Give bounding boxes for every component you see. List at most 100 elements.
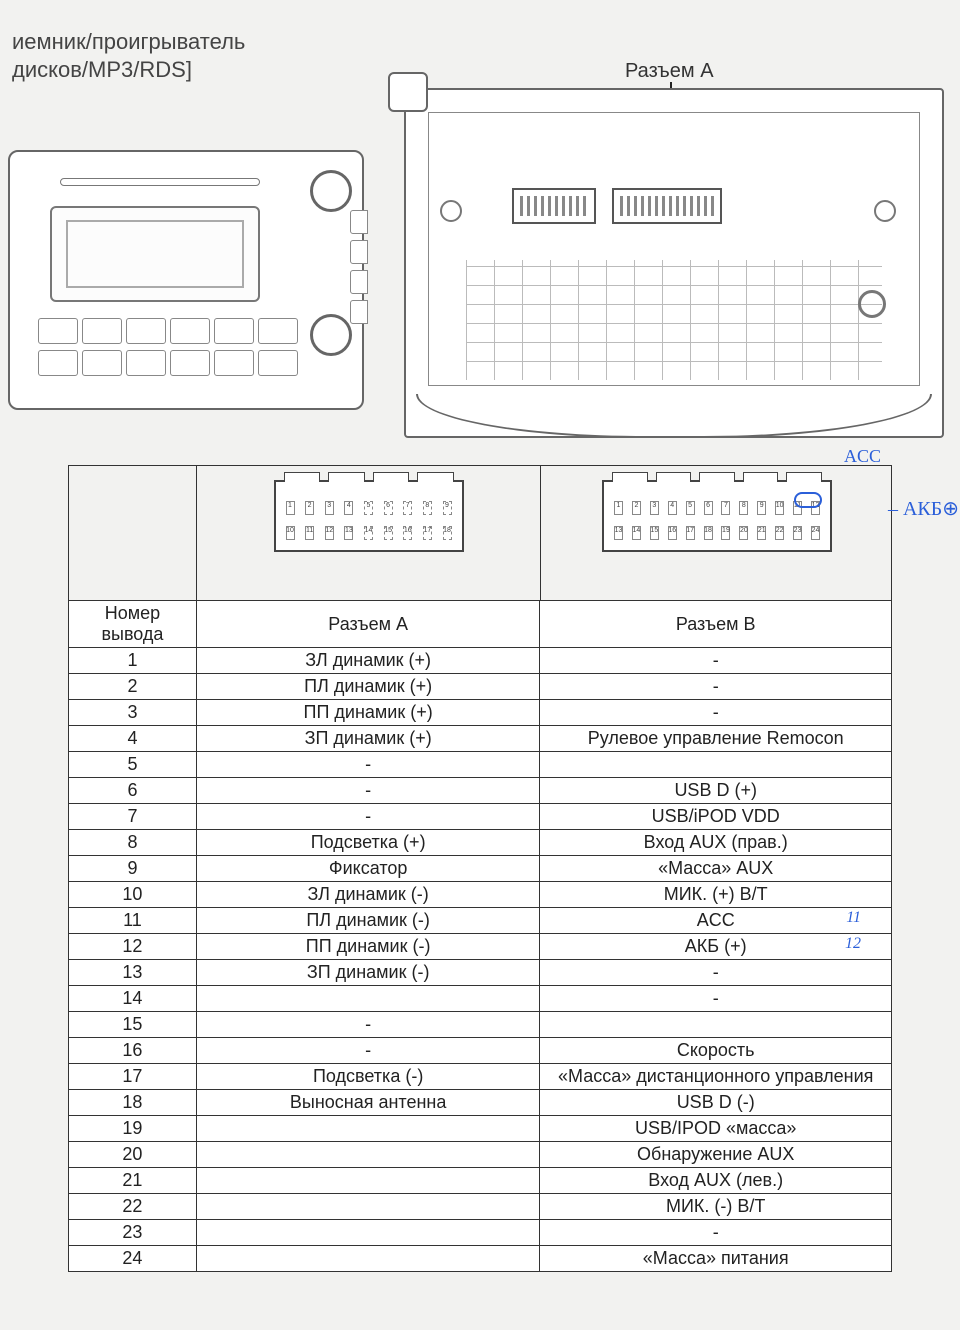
table-row: 20 Обнаружение AUX xyxy=(69,1142,892,1168)
table-row: 4ЗП динамик (+)Рулевое управление Remoco… xyxy=(69,726,892,752)
label-connector-a: Разъем A xyxy=(625,60,714,83)
cell-pin: 4 xyxy=(69,726,197,752)
cell-pin: 11 xyxy=(69,908,197,934)
table-row: 17Подсветка (-)«Масса» дистанционного уп… xyxy=(69,1064,892,1090)
table-row: 11ПЛ динамик (-)ACC11 xyxy=(69,908,892,934)
table-row: 22 МИК. (-) B/T xyxy=(69,1194,892,1220)
cell-pin: 21 xyxy=(69,1168,197,1194)
pin-number: 9 xyxy=(757,501,766,515)
cell-connector-a xyxy=(196,1116,540,1142)
cell-pin: 17 xyxy=(69,1064,197,1090)
cell-connector-a: - xyxy=(196,804,540,830)
title-line2: дисков/MP3/RDS] xyxy=(12,56,245,84)
pinout-section: 123456789 101112131415161718 ACC 1234567… xyxy=(68,465,892,1272)
connector-diagrams-row: 123456789 101112131415161718 ACC 1234567… xyxy=(68,465,892,600)
table-row: 23 - xyxy=(69,1220,892,1246)
pin-number: 10 xyxy=(286,526,295,540)
pinout-table: Номер вывода Разъем A Разъем B 1ЗЛ динам… xyxy=(68,600,892,1272)
cell-connector-a xyxy=(196,1246,540,1272)
th-a: Разъем A xyxy=(196,601,540,648)
pin-number: 7 xyxy=(403,501,412,515)
cell-pin: 9 xyxy=(69,856,197,882)
cell-pin: 1 xyxy=(69,648,197,674)
table-row: 14- xyxy=(69,986,892,1012)
cell-connector-b: Обнаружение AUX xyxy=(540,1142,892,1168)
pin-number: 1 xyxy=(614,501,623,515)
cell-connector-a xyxy=(196,1194,540,1220)
rear-connector-b xyxy=(512,188,596,224)
pin-number: 15 xyxy=(650,526,659,540)
table-row: 1ЗЛ динамик (+)- xyxy=(69,648,892,674)
pin-number: 3 xyxy=(325,501,334,515)
cell-connector-a: Подсветка (+) xyxy=(196,830,540,856)
cell-connector-b: - xyxy=(540,986,892,1012)
pin-number: 13 xyxy=(344,526,353,540)
table-row: 8Подсветка (+)Вход AUX (прав.) xyxy=(69,830,892,856)
cell-pin: 22 xyxy=(69,1194,197,1220)
cell-pin: 2 xyxy=(69,674,197,700)
cell-connector-a xyxy=(196,1220,540,1246)
cell-connector-b: - xyxy=(540,700,892,726)
cell-connector-b: Скорость xyxy=(540,1038,892,1064)
cell-pin: 20 xyxy=(69,1142,197,1168)
cell-pin: 7 xyxy=(69,804,197,830)
pin-number: 9 xyxy=(443,501,452,515)
cell-connector-a: ПЛ динамик (-) xyxy=(196,908,540,934)
table-row: 2ПЛ динамик (+)- xyxy=(69,674,892,700)
cell-connector-a: ПП динамик (+) xyxy=(196,700,540,726)
handwriting-acc: ACC xyxy=(844,446,881,467)
table-row: 10ЗЛ динамик (-)МИК. (+) B/T xyxy=(69,882,892,908)
pin-number: 6 xyxy=(704,501,713,515)
pin-number: 16 xyxy=(668,526,677,540)
pin-number: 14 xyxy=(364,526,373,540)
cell-pin: 3 xyxy=(69,700,197,726)
table-row: 7-USB/iPOD VDD xyxy=(69,804,892,830)
pin-number: 24 xyxy=(811,526,820,540)
mini-connector-a: 123456789 101112131415161718 xyxy=(197,466,541,600)
cell-connector-a xyxy=(196,1142,540,1168)
pin-number: 1 xyxy=(286,501,295,515)
radio-rear-diagram xyxy=(404,88,944,438)
table-row: 3ПП динамик (+)- xyxy=(69,700,892,726)
handwriting-circle xyxy=(794,492,822,508)
pin-number: 12 xyxy=(325,526,334,540)
radio-front-diagram xyxy=(8,150,364,410)
pin-number: 18 xyxy=(704,526,713,540)
cell-pin: 18 xyxy=(69,1090,197,1116)
table-row: 12ПП динамик (-)АКБ (+)12 xyxy=(69,934,892,960)
cell-connector-b: «Масса» дистанционного управления xyxy=(540,1064,892,1090)
cell-connector-a: - xyxy=(196,778,540,804)
cell-connector-b: - xyxy=(540,1220,892,1246)
mini-connector-b: ACC 123456789101112 13141516171819202122… xyxy=(541,466,893,600)
cell-connector-a: ЗЛ динамик (-) xyxy=(196,882,540,908)
cell-connector-b: USB D (+) xyxy=(540,778,892,804)
cell-connector-b: МИК. (-) B/T xyxy=(540,1194,892,1220)
cell-connector-b: Вход AUX (лев.) xyxy=(540,1168,892,1194)
cell-connector-b: - xyxy=(540,648,892,674)
cell-connector-a: - xyxy=(196,1038,540,1064)
cell-connector-a: Фиксатор xyxy=(196,856,540,882)
table-row: 16-Скорость xyxy=(69,1038,892,1064)
cell-connector-a: Подсветка (-) xyxy=(196,1064,540,1090)
pin-number: 16 xyxy=(403,526,412,540)
table-row: 6-USB D (+) xyxy=(69,778,892,804)
pin-number: 2 xyxy=(632,501,641,515)
cell-connector-a: ЗП динамик (-) xyxy=(196,960,540,986)
cell-connector-b: - xyxy=(540,674,892,700)
cell-connector-b: «Масса» питания xyxy=(540,1246,892,1272)
pin-number: 17 xyxy=(423,526,432,540)
cell-connector-b: Рулевое управление Remocon xyxy=(540,726,892,752)
cell-connector-a: - xyxy=(196,1012,540,1038)
cell-connector-b: ACC11 xyxy=(540,908,892,934)
handwriting-note: 12 xyxy=(845,935,861,953)
pin-number: 21 xyxy=(757,526,766,540)
cell-pin: 15 xyxy=(69,1012,197,1038)
table-row: 5- xyxy=(69,752,892,778)
cell-pin: 24 xyxy=(69,1246,197,1272)
cell-pin: 23 xyxy=(69,1220,197,1246)
handwriting-note: 11 xyxy=(846,909,861,927)
pin-number: 6 xyxy=(384,501,393,515)
cell-connector-a: Выносная антенна xyxy=(196,1090,540,1116)
th-b: Разъем B xyxy=(540,601,892,648)
cell-connector-a: ЗП динамик (+) xyxy=(196,726,540,752)
